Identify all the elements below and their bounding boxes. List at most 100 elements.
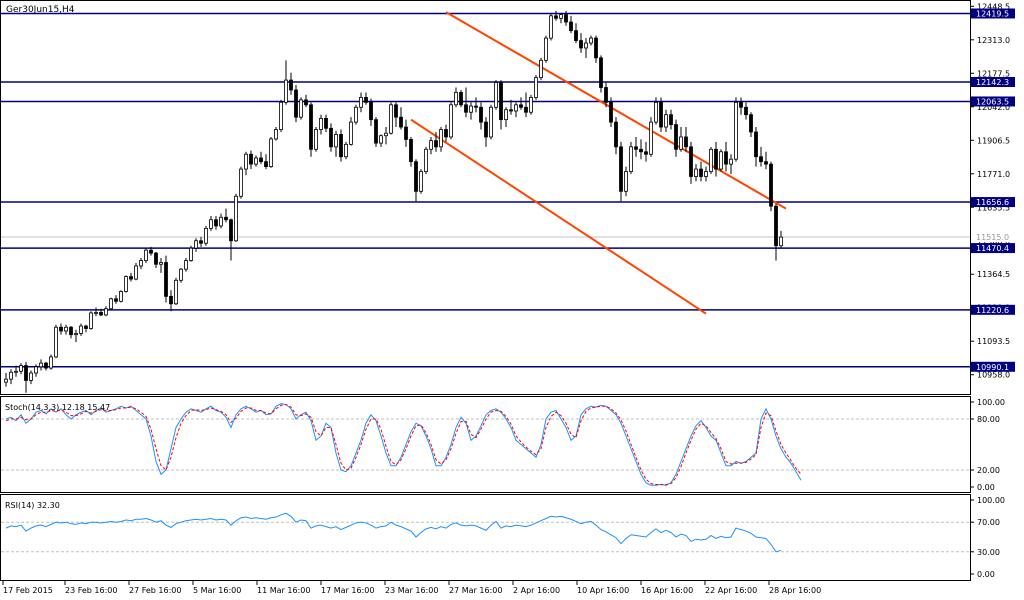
price-tick-label: 12177.5 (977, 69, 1010, 78)
bear-candle (519, 104, 523, 108)
bear-candle (434, 140, 438, 148)
bear-candle (224, 216, 228, 221)
x-tick-label: 23 Mar 16:00 (385, 586, 438, 595)
bear-candle (169, 295, 173, 305)
bull-candle (299, 99, 303, 118)
bear-candle (229, 219, 233, 242)
level-label-box (971, 243, 1015, 254)
bear-candle (769, 163, 773, 207)
stoch-main-line (5, 403, 802, 486)
bear-candle (669, 114, 673, 125)
bear-candle (569, 21, 573, 32)
bear-candle (484, 121, 488, 138)
bull-candle (514, 104, 518, 112)
x-tick-label: 16 Apr 16:00 (641, 586, 693, 595)
indicator-tick-label: 100.00 (977, 398, 1005, 407)
bull-candle (719, 151, 723, 170)
level-label: 11220.6 (976, 306, 1009, 315)
level-label: 11470.4 (976, 244, 1009, 253)
current-price-label: 11515.0 (976, 233, 1009, 242)
bull-candle (709, 148, 713, 172)
bull-candle (589, 37, 593, 44)
bull-candle (119, 291, 123, 302)
indicator-tick-label: 80.00 (977, 415, 1000, 424)
bear-candle (774, 205, 778, 247)
x-tick-label: 27 Mar 16:00 (449, 586, 502, 595)
bull-candle (469, 105, 473, 113)
level-label: 12419.5 (976, 9, 1009, 18)
level-label: 10990.1 (976, 363, 1009, 372)
bear-candle (374, 119, 378, 144)
bear-candle (659, 101, 663, 128)
rsi-pane-frame (0, 494, 971, 581)
bull-candle (734, 101, 738, 160)
bull-candle (624, 171, 628, 192)
bull-candle (439, 129, 443, 148)
bear-candle (69, 326, 73, 336)
bull-candle (534, 77, 538, 98)
bear-candle (699, 168, 703, 177)
bull-candle (9, 371, 13, 380)
bear-candle (644, 151, 648, 155)
bear-candle (249, 153, 253, 165)
level-label-box (971, 304, 1015, 315)
bear-candle (409, 139, 413, 163)
bear-candle (294, 89, 298, 118)
bear-candle (604, 87, 608, 103)
chart-title: Ger30Jun15,H4 (6, 5, 75, 15)
bear-candle (84, 325, 88, 329)
bear-candle (364, 96, 368, 103)
bear-candle (609, 101, 613, 123)
bear-candle (164, 262, 168, 297)
bull-candle (454, 92, 458, 106)
bear-candle (464, 104, 468, 113)
bear-candle (599, 57, 603, 88)
bear-candle (479, 106, 483, 123)
bull-candle (379, 135, 383, 144)
price-tick-label: 11364.5 (977, 270, 1010, 279)
bull-candle (274, 129, 278, 140)
bear-candle (689, 146, 693, 177)
bull-candle (649, 121, 653, 155)
bull-candle (74, 333, 78, 336)
bull-candle (334, 134, 338, 148)
stoch-signal-line (5, 404, 802, 485)
bear-candle (744, 106, 748, 116)
bull-candle (504, 109, 508, 121)
bull-candle (34, 366, 38, 374)
bull-candle (549, 15, 553, 39)
bear-candle (674, 124, 678, 150)
bear-candle (154, 252, 158, 265)
bear-candle (474, 105, 478, 108)
bear-candle (304, 99, 308, 106)
bear-candle (739, 101, 743, 108)
bull-candle (234, 195, 238, 242)
bear-candle (214, 219, 218, 227)
bull-candle (489, 106, 493, 138)
bear-candle (724, 151, 728, 165)
bear-candle (684, 136, 688, 148)
bear-candle (289, 79, 293, 91)
bear-candle (554, 15, 558, 19)
bear-candle (509, 109, 513, 112)
bear-candle (129, 276, 133, 280)
bear-candle (149, 249, 153, 254)
x-tick-label: 28 Apr 16:00 (769, 586, 821, 595)
bear-candle (574, 30, 578, 41)
price-tick-label: 10958.0 (977, 371, 1010, 380)
bear-candle (444, 129, 448, 138)
x-tick-label: 17 Mar 16:00 (321, 586, 374, 595)
bull-candle (159, 262, 163, 265)
bear-candle (499, 82, 503, 121)
price-tick-label: 11093.5 (977, 337, 1010, 346)
indicator-tick-label: 100.00 (977, 496, 1005, 505)
bull-candle (109, 298, 113, 310)
current-price-box (971, 232, 1015, 243)
price-tick-label: 12313.0 (977, 36, 1010, 45)
x-tick-label: 2 Apr 16:00 (513, 586, 560, 595)
bear-candle (759, 156, 763, 163)
bear-candle (459, 92, 463, 106)
bull-candle (694, 168, 698, 177)
x-tick-label: 10 Apr 16:00 (577, 586, 629, 595)
